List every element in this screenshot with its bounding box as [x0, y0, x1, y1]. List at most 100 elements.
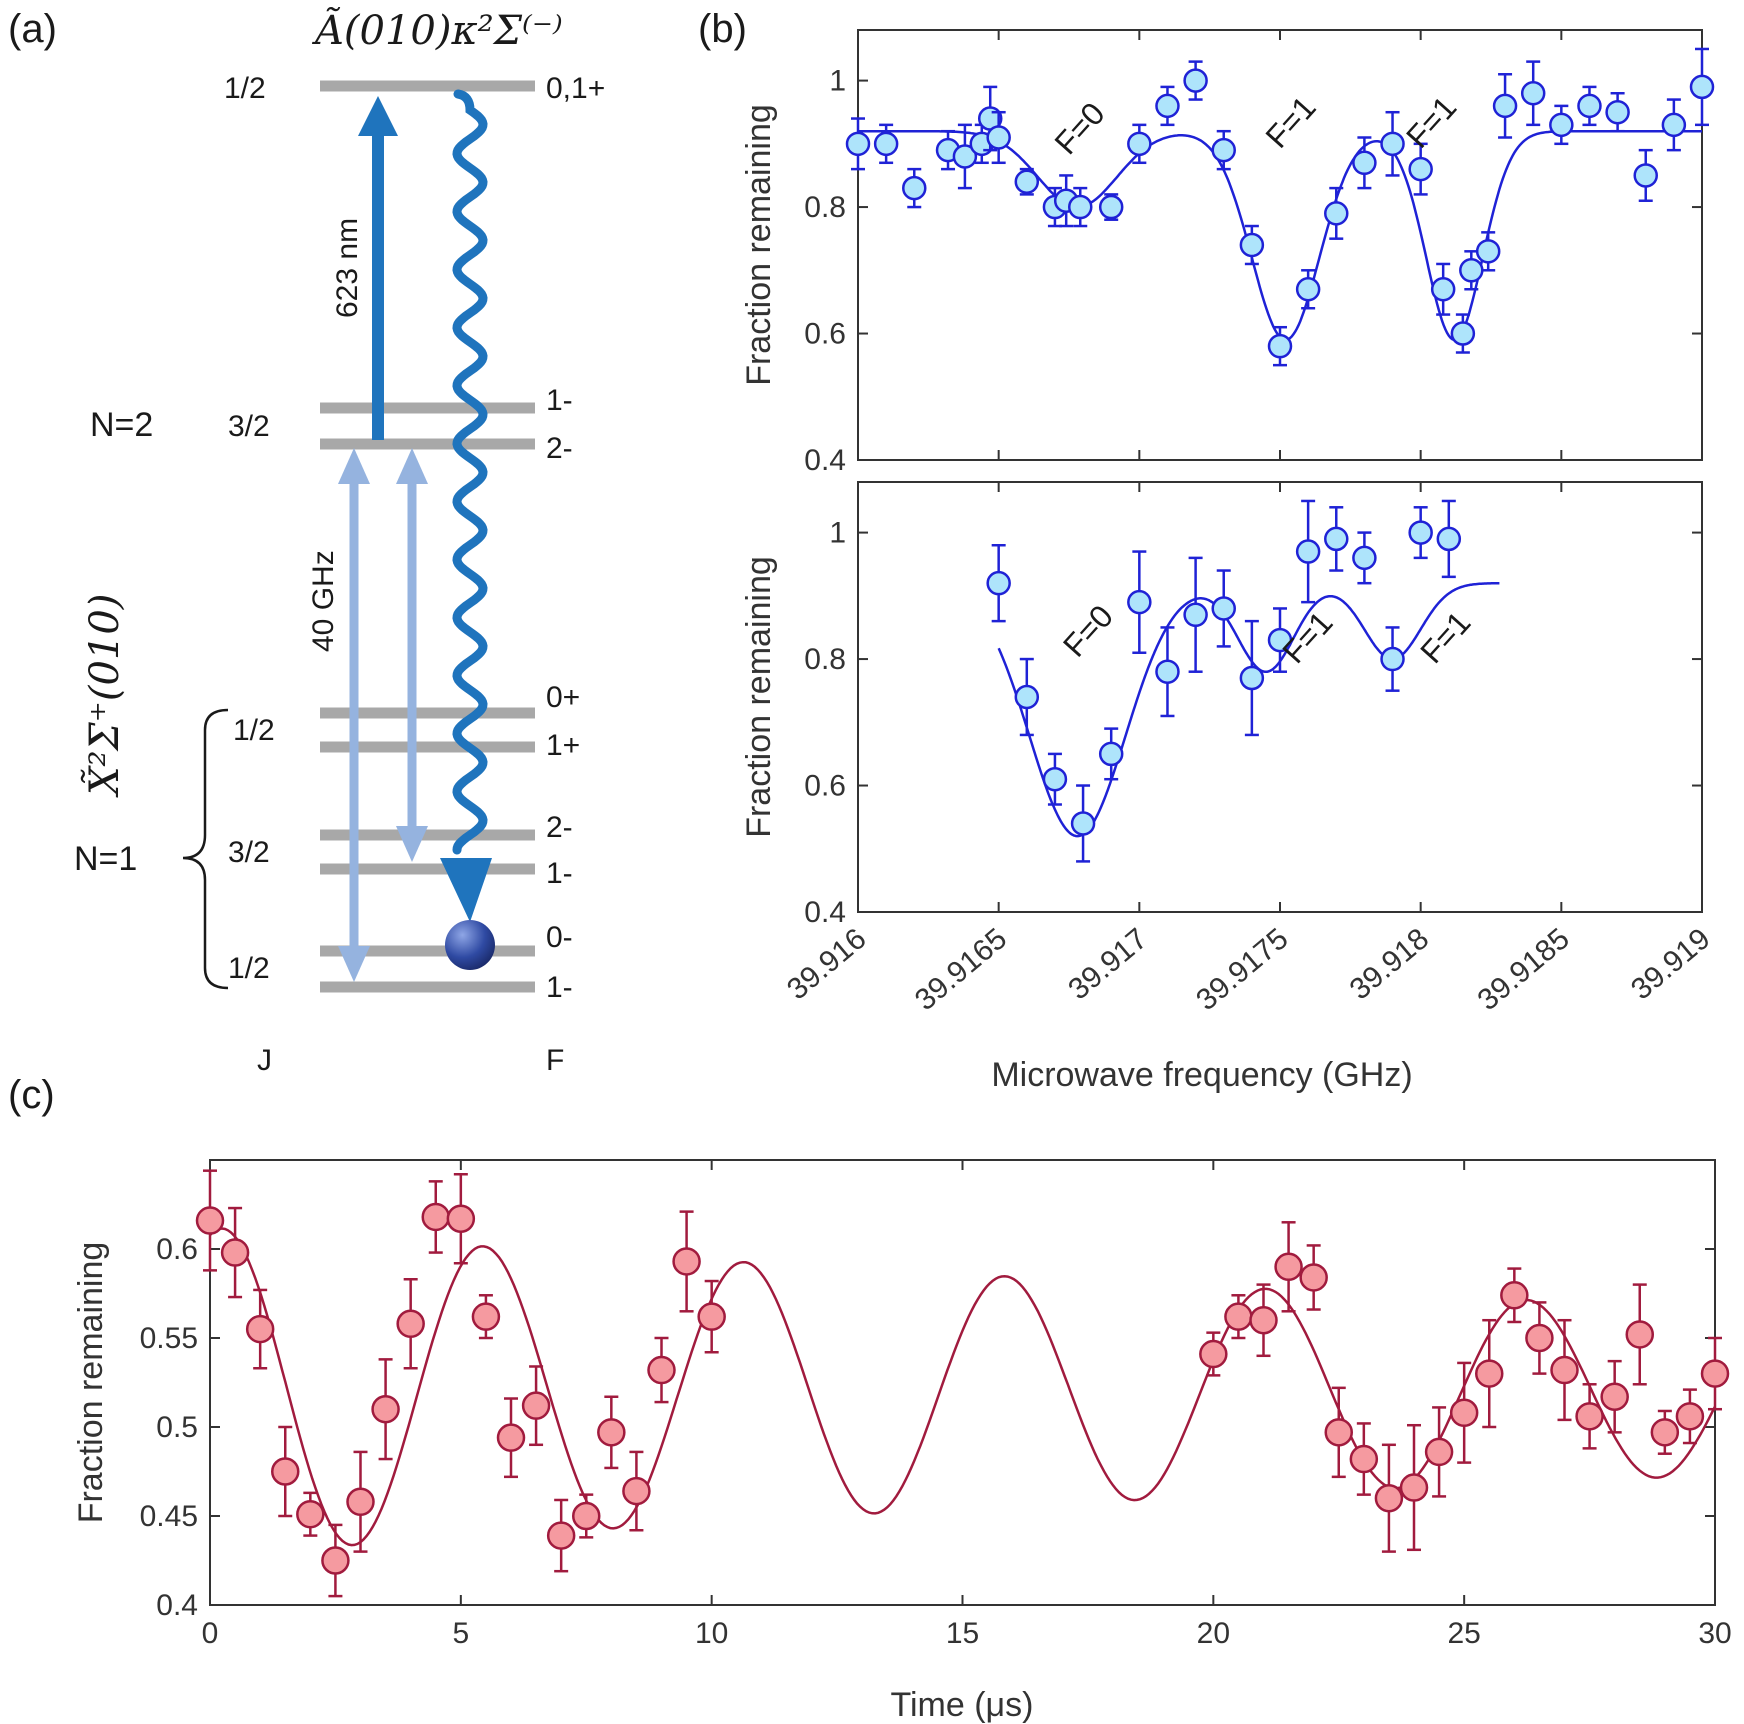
data-point — [845, 117, 871, 171]
data-point — [396, 1278, 425, 1370]
data-point — [697, 1279, 726, 1354]
data-marker — [1127, 131, 1152, 157]
data-point — [421, 1180, 450, 1254]
j-column-label: J — [257, 1044, 272, 1077]
data-marker — [1249, 1305, 1278, 1335]
data-point — [1267, 325, 1293, 367]
data-marker — [421, 1202, 450, 1232]
data-point — [1127, 123, 1152, 165]
y-tick-label: 0.5 — [156, 1411, 198, 1444]
data-point — [1014, 167, 1040, 196]
data-point — [1436, 499, 1462, 579]
microwave-label: 40 GHz — [307, 550, 340, 652]
panel-c-label: (c) — [8, 1073, 55, 1117]
data-marker — [1042, 766, 1068, 792]
data-marker — [1224, 1302, 1253, 1331]
data-point — [471, 1294, 501, 1340]
data-marker — [496, 1423, 526, 1452]
data-marker — [1324, 526, 1349, 552]
data-point — [321, 1523, 350, 1598]
y-tick-label: 0.4 — [804, 444, 846, 477]
c-x-axis-title: Time (μs) — [891, 1686, 1034, 1724]
y-tick-label: 0.6 — [804, 318, 846, 351]
data-point — [1249, 1283, 1278, 1358]
data-point — [873, 123, 899, 165]
data-point — [1183, 60, 1208, 101]
microwave-arrows — [338, 448, 428, 982]
data-marker — [986, 570, 1011, 596]
y-tick-label: 0.45 — [140, 1500, 198, 1533]
y-axis-title: Fraction remaining — [72, 1242, 110, 1524]
y-tick-label: 0.55 — [140, 1322, 198, 1355]
data-point — [1070, 784, 1096, 863]
y-tick-label: 1 — [829, 517, 846, 550]
data-point — [1424, 1406, 1454, 1498]
data-marker — [1550, 1355, 1579, 1385]
data-marker — [1098, 194, 1124, 220]
data-marker — [471, 1302, 501, 1331]
data-marker — [1324, 1418, 1353, 1447]
x-tick-label: 39.9185 — [1472, 922, 1576, 1017]
data-marker — [1650, 1418, 1680, 1447]
x-tick-label: 20 — [1197, 1617, 1230, 1650]
x-tick-label: 10 — [695, 1617, 728, 1650]
data-marker — [1700, 1359, 1730, 1388]
data-point — [1380, 110, 1405, 177]
data-marker — [1633, 163, 1658, 188]
decay-wavy-arrow — [452, 89, 488, 855]
data-marker — [1675, 1402, 1705, 1431]
data-marker — [622, 1476, 651, 1506]
data-point — [1399, 1423, 1429, 1552]
data-marker — [271, 1457, 300, 1486]
data-marker — [1295, 539, 1321, 564]
data-point — [1155, 626, 1180, 718]
data-marker — [1155, 93, 1180, 119]
f-label: 1- — [546, 857, 573, 890]
data-marker — [672, 1247, 701, 1276]
data-point — [1239, 619, 1265, 737]
peak-annotation: F=1 — [1275, 604, 1339, 670]
f-label: 0+ — [546, 681, 580, 714]
data-point — [1605, 91, 1630, 133]
laser-label: 623 nm — [331, 218, 364, 318]
data-point — [1211, 129, 1236, 171]
microwave-arrowhead — [338, 448, 370, 484]
data-marker — [1211, 137, 1236, 163]
data-marker — [1239, 232, 1265, 258]
peak-annotation: F=1 — [1399, 89, 1463, 155]
data-marker — [845, 131, 871, 157]
data-point — [1492, 73, 1518, 139]
data-point — [521, 1365, 551, 1447]
data-point — [1299, 1244, 1328, 1311]
j-label: 3/2 — [228, 836, 270, 869]
data-point — [1520, 60, 1546, 127]
data-point — [1575, 1383, 1604, 1450]
data-point — [1295, 269, 1321, 310]
data-marker — [296, 1499, 325, 1529]
f-label: 1+ — [546, 729, 580, 762]
data-marker — [1605, 99, 1630, 125]
data-marker — [1399, 1473, 1429, 1502]
j-label: 3/2 — [228, 410, 270, 443]
peak-annotation: F=0 — [1047, 95, 1111, 161]
data-point — [371, 1358, 400, 1461]
data-point — [952, 123, 978, 190]
data-point — [1098, 193, 1124, 221]
data-marker — [321, 1546, 350, 1575]
plot-frame — [857, 29, 1703, 461]
f-label: 2- — [546, 811, 573, 844]
data-point — [1211, 569, 1236, 648]
chart-b-top: 0.4 0.6 0.8 1 Fraction remaining F=0 F=1 F=1 — [740, 29, 1715, 477]
data-marker — [1014, 169, 1040, 195]
data-point — [1408, 142, 1433, 196]
data-marker — [1475, 1359, 1504, 1388]
data-marker — [1349, 1444, 1379, 1474]
data-marker — [697, 1302, 726, 1331]
data-point — [1600, 1359, 1629, 1434]
data-marker — [1267, 627, 1293, 653]
data-marker — [1070, 811, 1096, 836]
x-tick-label: 39.917 — [1062, 922, 1154, 1006]
data-marker — [1575, 1402, 1604, 1431]
data-marker — [1211, 596, 1236, 621]
data-marker — [195, 1206, 225, 1235]
